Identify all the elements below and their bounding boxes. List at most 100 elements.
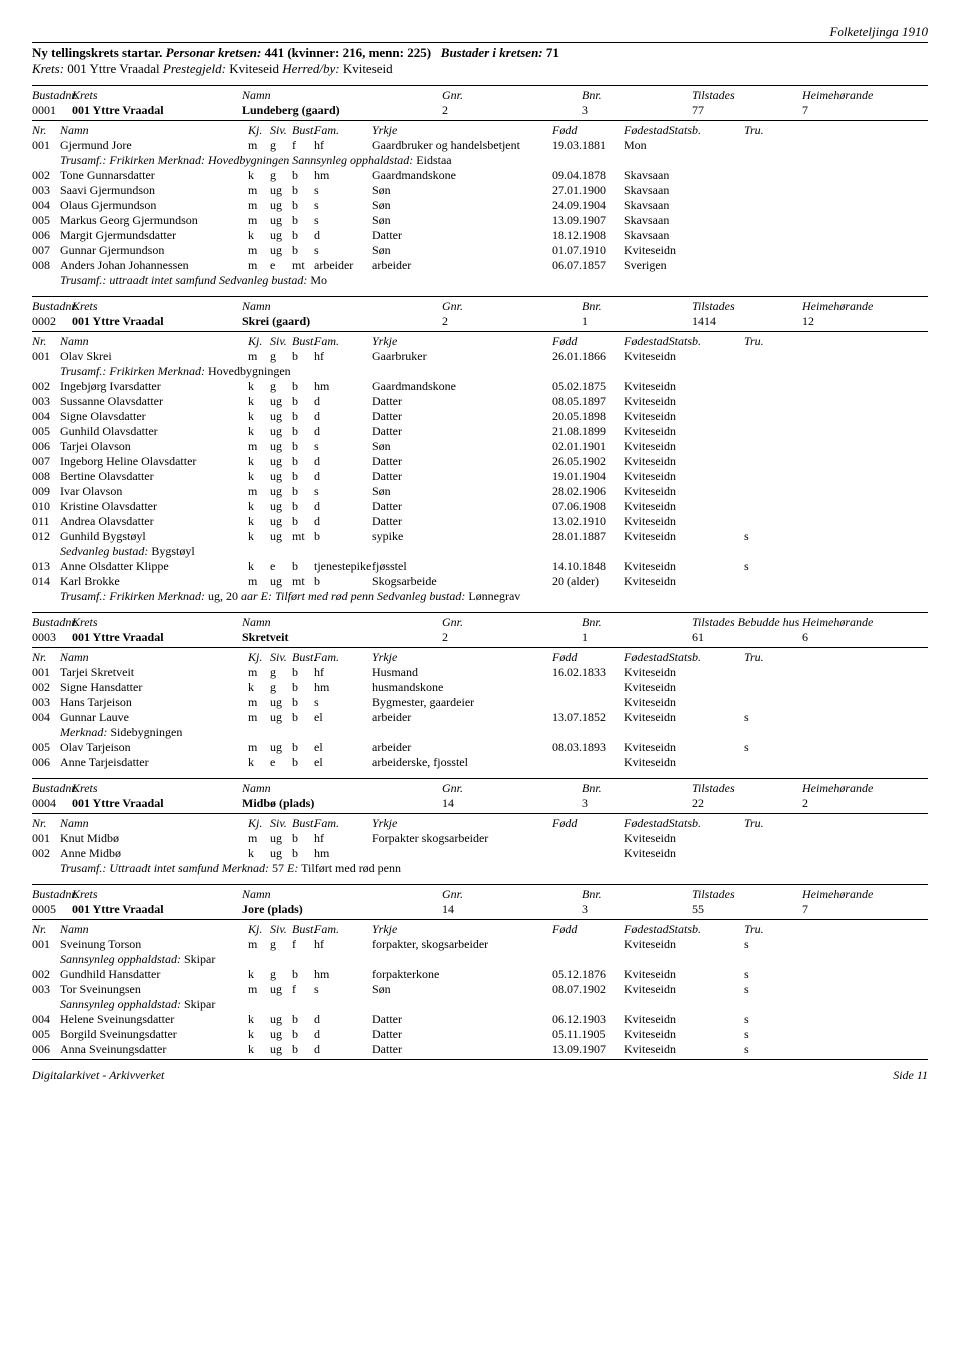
person-namn: Gunhild Olavsdatter	[60, 424, 248, 439]
person-fodestad: Skavsaan	[624, 213, 744, 228]
person-siv: g	[270, 379, 292, 394]
col-kj: Kj.	[248, 816, 270, 831]
person-fam: b	[314, 574, 372, 589]
person-fam: s	[314, 183, 372, 198]
person-fodd: 09.04.1878	[552, 168, 624, 183]
person-fodestad: Kviteseidn	[624, 424, 744, 439]
col-gnr: Gnr.	[442, 88, 582, 103]
person-fam: hf	[314, 138, 372, 153]
person-yrkje	[372, 846, 552, 861]
col-bustadnr: Bustadnr.	[32, 615, 72, 630]
person-tru	[744, 439, 784, 454]
person-fodd: 19.03.1881	[552, 138, 624, 153]
person-kj: m	[248, 258, 270, 273]
col-siv: Siv.	[270, 123, 292, 138]
person-tru: s	[744, 982, 784, 997]
bustad-bnr: 1	[582, 630, 692, 645]
person-fodestad: Mon	[624, 138, 744, 153]
person-bust: b	[292, 665, 314, 680]
person-yrkje: Datter	[372, 469, 552, 484]
col-heim: Heimehørande	[802, 887, 912, 902]
person-nr: 005	[32, 424, 60, 439]
person-nr: 005	[32, 1027, 60, 1042]
person-kj: m	[248, 937, 270, 952]
person-siv: g	[270, 937, 292, 952]
person-fodestad: Kviteseidn	[624, 665, 744, 680]
col-fodd: Fødd	[552, 650, 624, 665]
col-krets: Krets	[72, 887, 242, 902]
person-tru	[744, 243, 784, 258]
person-tru	[744, 695, 784, 710]
bustad-heim: 6	[802, 630, 912, 645]
person-note: Sannsynleg opphaldstad: Skipar	[32, 997, 928, 1012]
bustad-krets: 001 Yttre Vraadal	[72, 902, 242, 917]
person-row: 008Bertine OlavsdatterkugbdDatter19.01.1…	[32, 469, 928, 484]
person-bust: b	[292, 1042, 314, 1057]
person-namn: Tarjei Skretveit	[60, 665, 248, 680]
bustad-til: 55	[692, 902, 802, 917]
person-nr: 002	[32, 846, 60, 861]
person-note: Trusamf.: Frikirken Merknad: Hovedbygnin…	[32, 153, 928, 168]
col-tru: Tru.	[744, 123, 784, 138]
col-kj: Kj.	[248, 922, 270, 937]
person-kj: m	[248, 349, 270, 364]
person-tru	[744, 514, 784, 529]
person-kj: k	[248, 424, 270, 439]
person-fodestad: Kviteseidn	[624, 484, 744, 499]
person-bust: f	[292, 982, 314, 997]
person-siv: ug	[270, 484, 292, 499]
person-row: 005Markus Georg GjermundsonmugbsSøn13.09…	[32, 213, 928, 228]
col-namn: Namn	[242, 615, 442, 630]
col-fam: Fam.	[314, 334, 372, 349]
person-note: Trusamf.: Frikirken Merknad: Hovedbygnin…	[32, 364, 928, 379]
person-namn: Olav Skrei	[60, 349, 248, 364]
col-namn: Namn	[60, 816, 248, 831]
person-yrkje: Gaarbruker	[372, 349, 552, 364]
person-siv: ug	[270, 213, 292, 228]
person-nr: 004	[32, 1012, 60, 1027]
person-kj: m	[248, 484, 270, 499]
col-kj: Kj.	[248, 123, 270, 138]
persons-paren: (kvinner: 216, menn: 225)	[287, 45, 431, 60]
col-namn: Namn	[242, 88, 442, 103]
bustad-bnr: 3	[582, 103, 692, 118]
person-nr: 004	[32, 198, 60, 213]
krets-label: Krets:	[32, 61, 64, 76]
preste-value: Kviteseid	[229, 61, 279, 76]
bustad-gnr: 2	[442, 103, 582, 118]
person-yrkje: Søn	[372, 484, 552, 499]
person-header-row: Nr.NamnKj.Siv.Bust.Fam.YrkjeFøddFødestad…	[32, 650, 928, 665]
col-heim: Heimehørande	[802, 781, 912, 796]
person-nr: 006	[32, 1042, 60, 1057]
person-row: 002Ingebjørg IvarsdatterkgbhmGaardmandsk…	[32, 379, 928, 394]
bustad-header-row: Bustadnr.KretsNamnGnr.Bnr.Tilstades Bebu…	[32, 615, 928, 630]
person-namn: Knut Midbø	[60, 831, 248, 846]
person-fodestad: Kviteseidn	[624, 574, 744, 589]
person-namn: Markus Georg Gjermundson	[60, 213, 248, 228]
person-nr: 006	[32, 228, 60, 243]
person-yrkje: arbeiderske, fjosstel	[372, 755, 552, 770]
person-siv: ug	[270, 394, 292, 409]
person-kj: k	[248, 1012, 270, 1027]
person-yrkje: Søn	[372, 213, 552, 228]
person-fodd: 08.03.1893	[552, 740, 624, 755]
person-fodestad: Kviteseidn	[624, 439, 744, 454]
person-nr: 003	[32, 695, 60, 710]
person-siv: g	[270, 680, 292, 695]
person-tru	[744, 349, 784, 364]
col-fodd: Fødd	[552, 334, 624, 349]
person-kj: m	[248, 695, 270, 710]
person-row: 004Olaus GjermundsonmugbsSøn24.09.1904Sk…	[32, 198, 928, 213]
person-fodd: 21.08.1899	[552, 424, 624, 439]
person-namn: Sveinung Torson	[60, 937, 248, 952]
person-fodd: 20.05.1898	[552, 409, 624, 424]
col-tilstades: Tilstades	[692, 88, 802, 103]
bustad-heim: 2	[802, 796, 912, 811]
bustad-krets: 001 Yttre Vraadal	[72, 103, 242, 118]
person-fam: hm	[314, 680, 372, 695]
col-nr: Nr.	[32, 922, 60, 937]
person-note: Trusamf.: uttraadt intet samfund Sedvanl…	[32, 273, 928, 288]
person-namn: Hans Tarjeison	[60, 695, 248, 710]
person-fodd: 28.01.1887	[552, 529, 624, 544]
col-tilstades: Tilstades	[692, 887, 802, 902]
